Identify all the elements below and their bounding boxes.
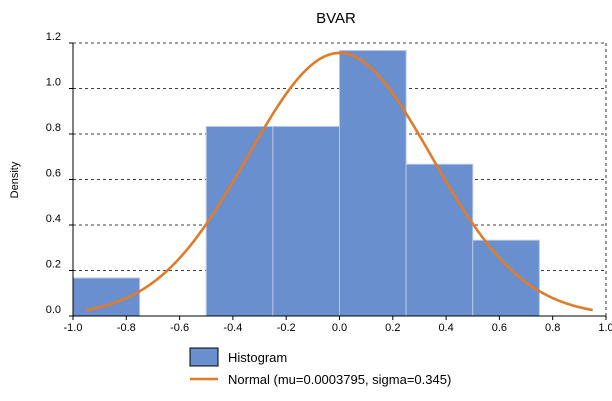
x-tick-label: 0.2 [385, 322, 400, 334]
x-tick-label: 0.4 [438, 322, 453, 334]
legend-label: Normal (mu=0.0003795, sigma=0.345) [228, 372, 451, 387]
x-tick-label: 0.0 [332, 322, 347, 334]
x-tick-label: -0.6 [170, 322, 189, 334]
x-tick-label: 0.6 [492, 322, 507, 334]
histogram-bar-5 [405, 163, 474, 317]
chart-title: BVAR [316, 10, 356, 27]
histogram-bar-3 [272, 125, 340, 317]
x-tick-label: -0.8 [117, 322, 136, 334]
x-tick-label: 0.8 [545, 322, 560, 334]
histogram-bar-2 [205, 125, 274, 317]
y-tick-label: 0.0 [46, 304, 61, 316]
legend-label: Histogram [228, 350, 287, 365]
y-tick-label: 0.6 [46, 168, 61, 180]
y-tick-label: 0.4 [46, 213, 61, 225]
y-tick-label: 1.0 [46, 77, 61, 89]
y-tick-label: 1.2 [46, 31, 61, 43]
axes: 0.0 0.2 0.4 0.6 0.8 1.0 1.2 -1.0 -0.8 -0.6 -0.4 -0.… [46, 31, 612, 334]
y-axis-label: Density [9, 161, 21, 198]
x-tick-label: 1.0 [598, 322, 612, 334]
legend-swatch-histogram [189, 347, 219, 367]
x-tick-label: -0.4 [223, 322, 242, 334]
histogram-bar-4 [339, 50, 407, 317]
normal-curve-line [86, 51, 593, 312]
x-tick-label: -1.0 [64, 322, 83, 334]
histogram-bars [72, 50, 540, 317]
y-tick-label: 0.2 [46, 259, 61, 271]
y-tick-label: 0.8 [46, 122, 61, 134]
x-tick-label: -0.2 [277, 322, 296, 334]
normal-curve [86, 51, 593, 312]
histogram-bar-6 [472, 239, 540, 317]
legend: Histogram Normal (mu=0.0003795, sigma=0.3… [189, 347, 451, 387]
